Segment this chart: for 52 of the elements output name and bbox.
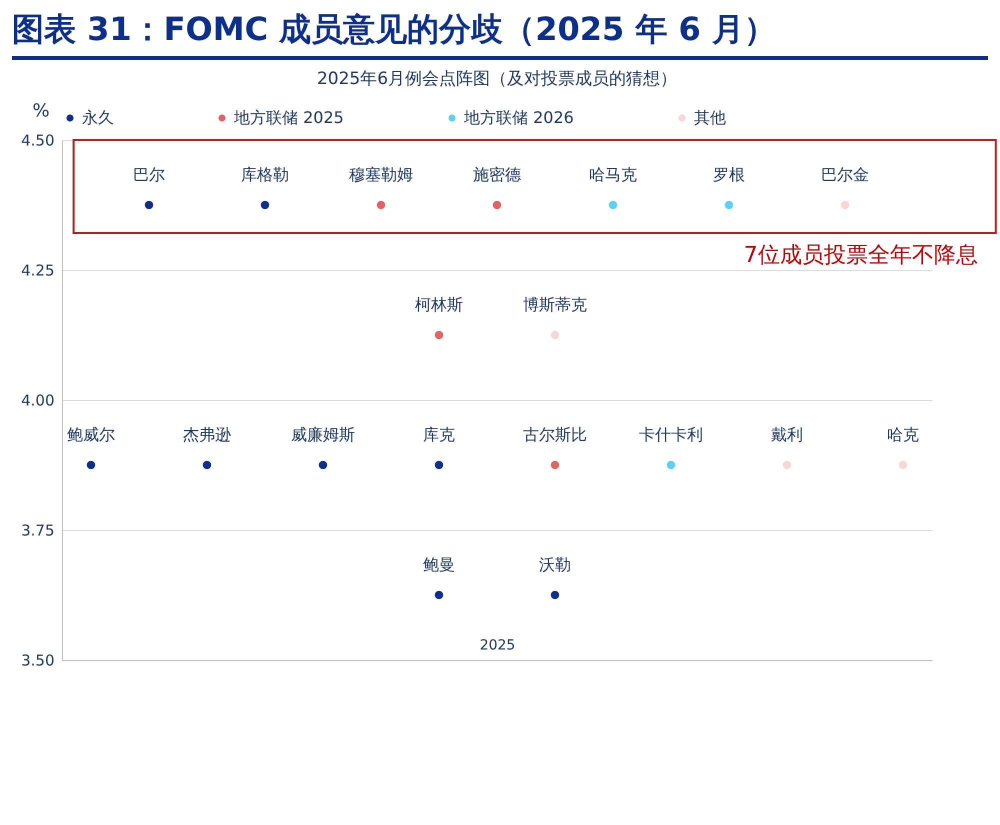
data-label: 罗根 [713,165,745,184]
data-label: 卡什卡利 [639,425,703,444]
point [608,200,618,210]
point [376,200,386,210]
point [666,460,676,470]
point [782,460,792,470]
y-tick-label: 4.25 [21,262,54,280]
y-axis-title: % [32,100,50,122]
point [260,200,270,210]
point [550,330,560,340]
data-label: 鲍威尔 [67,425,115,444]
x-axis-title: 2025 [480,638,516,654]
data-label: 鲍曼 [423,555,455,574]
y-tick-label: 4.50 [21,132,54,150]
point [434,460,444,470]
point [550,460,560,470]
data-label: 巴尔 [133,165,165,184]
point [86,460,96,470]
point [840,200,850,210]
data-label: 沃勒 [539,555,571,574]
point [202,460,212,470]
data-label: 柯林斯 [415,295,463,314]
data-label: 穆塞勒姆 [349,165,413,184]
legend-label: 永久 [82,108,114,127]
data-label: 杰弗逊 [183,425,231,444]
y-tick-label: 3.75 [21,522,54,540]
data-label: 哈克 [887,425,919,444]
data-label: 库格勒 [241,165,289,184]
legend-label: 地方联储 2026 [463,108,574,127]
data-label: 巴尔金 [821,165,869,184]
point [492,200,502,210]
data-label: 威廉姆斯 [291,425,355,444]
chart-subtitle: 2025年6月例会点阵图（及对投票成员的猜想） [316,69,678,89]
data-label: 哈马克 [589,165,637,184]
chart-title: 图表 31：FOMC 成员意见的分歧（2025 年 6 月） [12,8,988,60]
point [550,590,560,600]
data-label: 库克 [423,425,455,444]
data-label: 戴利 [771,425,803,444]
point [898,460,908,470]
y-tick-label: 4.00 [21,392,54,410]
data-label: 博斯蒂克 [523,295,587,314]
data-label: 古尔斯比 [523,425,587,444]
point [724,200,734,210]
point [318,460,328,470]
legend-label: 其他 [694,108,726,127]
annotation: 7位成员投票全年不降息 [744,243,978,268]
data-label: 施密德 [473,165,521,184]
legend-label: 地方联储 2025 [233,108,344,127]
point [434,590,444,600]
point [434,330,444,340]
point [144,200,154,210]
y-tick-label: 3.50 [21,652,54,670]
